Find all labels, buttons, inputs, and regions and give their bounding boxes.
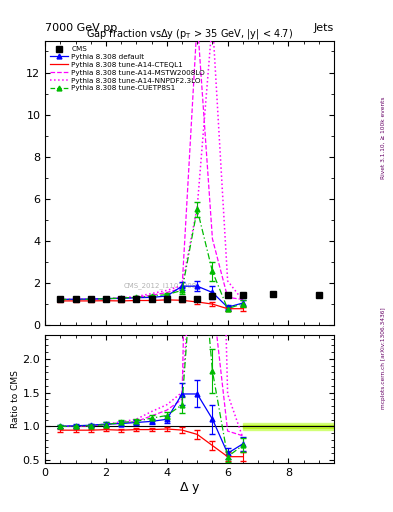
Text: Rivet 3.1.10, ≥ 100k events: Rivet 3.1.10, ≥ 100k events bbox=[381, 97, 386, 180]
Bar bbox=[243, 423, 334, 430]
Text: 7000 GeV pp: 7000 GeV pp bbox=[45, 23, 118, 33]
Bar bbox=[243, 424, 334, 428]
X-axis label: $\Delta$ y: $\Delta$ y bbox=[179, 480, 200, 496]
Text: Jets: Jets bbox=[314, 23, 334, 33]
Legend: CMS, Pythia 8.308 default, Pythia 8.308 tune-A14-CTEQL1, Pythia 8.308 tune-A14-M: CMS, Pythia 8.308 default, Pythia 8.308 … bbox=[49, 45, 206, 93]
Text: CMS_2012_I1102908: CMS_2012_I1102908 bbox=[124, 282, 197, 289]
Text: mcplots.cern.ch [arXiv:1306.3436]: mcplots.cern.ch [arXiv:1306.3436] bbox=[381, 308, 386, 409]
Y-axis label: Ratio to CMS: Ratio to CMS bbox=[11, 370, 20, 429]
Title: Gap fraction vs$\Delta$y (p$_\mathrm{T}$ > 35 GeV, |y| < 4.7): Gap fraction vs$\Delta$y (p$_\mathrm{T}$… bbox=[86, 27, 293, 41]
